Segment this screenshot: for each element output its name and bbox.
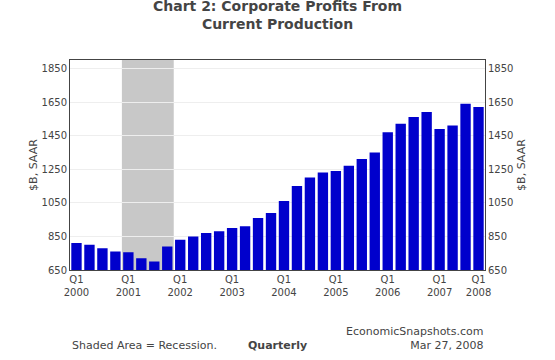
svg-text:1050: 1050	[488, 197, 513, 208]
svg-text:Chart 2: Corporate Profits Fro: Chart 2: Corporate Profits FromCurrent P…	[153, 0, 402, 32]
svg-text:1650: 1650	[488, 97, 513, 108]
svg-text:1850: 1850	[42, 63, 67, 74]
svg-text:EconomicSnapshots.comMar 27, 2: EconomicSnapshots.comMar 27, 2008	[346, 325, 483, 352]
svg-text:1850: 1850	[488, 63, 513, 74]
svg-text:Q12001: Q12001	[116, 274, 141, 298]
svg-text:Q12008: Q12008	[466, 274, 491, 298]
svg-text:1250: 1250	[488, 164, 513, 175]
svg-text:$B, SAAR: $B, SAAR	[27, 139, 40, 191]
svg-text:Q12003: Q12003	[219, 274, 244, 298]
svg-text:1250: 1250	[42, 164, 67, 175]
svg-text:1450: 1450	[42, 130, 67, 141]
svg-text:Q12002: Q12002	[168, 274, 193, 298]
svg-text:Q12000: Q12000	[64, 274, 89, 298]
svg-text:Q12006: Q12006	[375, 274, 400, 298]
svg-text:Q12007: Q12007	[427, 274, 452, 298]
svg-text:1050: 1050	[42, 197, 67, 208]
svg-text:850: 850	[48, 231, 67, 242]
svg-text:1450: 1450	[488, 130, 513, 141]
svg-text:650: 650	[48, 265, 67, 276]
svg-text:1650: 1650	[42, 97, 67, 108]
svg-text:Quarterly: Quarterly	[248, 339, 307, 352]
svg-text:Q12005: Q12005	[323, 274, 348, 298]
svg-text:650: 650	[488, 265, 507, 276]
svg-text:$B, SAAR: $B, SAAR	[515, 139, 528, 191]
svg-text:850: 850	[488, 231, 507, 242]
svg-text:Q12004: Q12004	[271, 274, 296, 298]
svg-text:Shaded Area = Recession.: Shaded Area = Recession.	[72, 339, 217, 352]
